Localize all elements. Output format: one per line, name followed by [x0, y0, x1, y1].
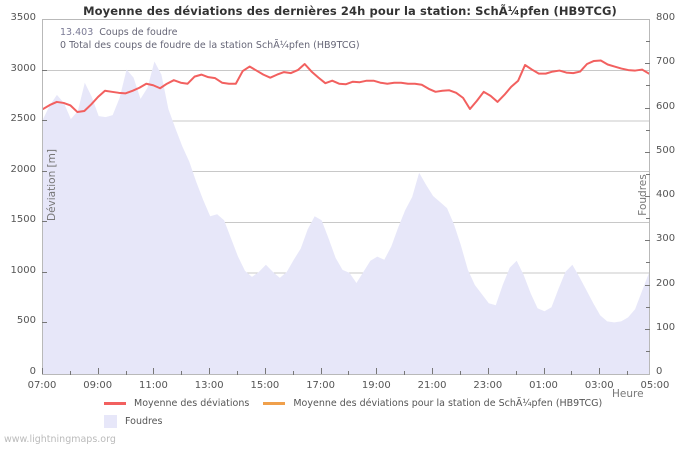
tick-mark — [645, 63, 650, 64]
y-axis-right-tick-label: 500 — [656, 144, 676, 156]
chart-title: Moyenne des déviations des dernières 24h… — [83, 4, 617, 18]
annotation-line-1: 13.403 Coups de foudre — [60, 26, 360, 39]
y-axis-right-tick-label: 200 — [656, 277, 676, 289]
tick-mark — [646, 41, 650, 42]
x-axis-tick-label: 23:00 — [473, 380, 503, 391]
y-axis-left-tick-label: 3000 — [10, 62, 36, 74]
tick-mark — [432, 368, 433, 374]
legend-label: Moyenne des déviations pour la station d… — [293, 398, 603, 409]
y-axis-left-tick-label: 0 — [29, 366, 36, 377]
x-axis-tick-label: 09:00 — [83, 380, 113, 391]
tick-mark — [627, 371, 628, 375]
tick-mark — [265, 368, 266, 374]
y-axis-left-tick-label: 1000 — [10, 264, 36, 276]
legend-line-swatch — [263, 402, 286, 405]
tick-mark — [646, 174, 650, 175]
tick-mark — [646, 307, 650, 308]
tick-mark — [646, 85, 650, 86]
tick-mark — [544, 368, 545, 374]
watermark: www.lightningmaps.org — [4, 434, 116, 445]
tick-mark — [348, 371, 349, 375]
tick-mark — [42, 322, 47, 323]
tick-mark — [42, 368, 43, 374]
y-axis-right-tick-label: 100 — [656, 321, 676, 333]
legend-area-swatch — [104, 415, 117, 428]
tick-mark — [488, 368, 489, 374]
tick-mark — [646, 130, 650, 131]
tick-mark — [42, 171, 47, 172]
y-axis-right-tick-label: 300 — [656, 233, 676, 245]
tick-mark — [237, 371, 238, 375]
x-axis-tick-label: 05:00 — [640, 380, 670, 391]
tick-mark — [645, 108, 650, 109]
x-axis-tick-label: 13:00 — [194, 380, 224, 391]
lightning-count-label: Coups de foudre — [99, 27, 178, 38]
legend-item[interactable]: Moyenne des déviations — [104, 398, 249, 409]
annotation-box: 13.403 Coups de foudre 0 Total des coups… — [60, 26, 360, 52]
y-axis-left-tick-label: 2500 — [10, 113, 36, 125]
tick-mark — [645, 152, 650, 153]
tick-mark — [645, 285, 650, 286]
legend-item[interactable]: Moyenne des déviations pour la station d… — [263, 398, 602, 409]
tick-mark — [126, 371, 127, 375]
y-axis-right-tick-label: 700 — [656, 56, 676, 68]
tick-mark — [293, 371, 294, 375]
tick-mark — [516, 371, 517, 375]
x-axis-label: Heure — [612, 388, 644, 400]
tick-mark — [645, 329, 650, 330]
tick-mark — [460, 371, 461, 375]
tick-mark — [599, 368, 600, 374]
tick-mark — [571, 371, 572, 375]
tick-mark — [646, 262, 650, 263]
tick-mark — [209, 368, 210, 374]
tick-mark — [321, 368, 322, 374]
plot-area — [42, 19, 650, 375]
tick-mark — [98, 368, 99, 374]
tick-mark — [645, 240, 650, 241]
y-axis-right-tick-label: 800 — [656, 12, 676, 23]
deviation-line-series — [43, 59, 649, 114]
annotation-line-2: 0 Total des coups de foudre de la statio… — [60, 40, 360, 51]
x-axis-tick-label: 21:00 — [417, 380, 447, 391]
x-axis-tick-label: 03:00 — [584, 380, 614, 391]
tick-mark — [42, 70, 47, 71]
x-axis-tick-label: 11:00 — [139, 380, 168, 391]
tick-mark — [153, 368, 154, 374]
tick-mark — [404, 371, 405, 375]
x-axis-tick-label: 15:00 — [250, 380, 280, 391]
y-axis-left-tick-label: 3500 — [10, 12, 36, 23]
tick-mark — [42, 120, 47, 121]
tick-mark — [646, 351, 650, 352]
y-axis-left-tick-label: 500 — [16, 315, 36, 327]
legend-label: Foudres — [125, 416, 163, 427]
tick-mark — [70, 371, 71, 375]
tick-mark — [646, 218, 650, 219]
tick-mark — [42, 221, 47, 222]
y-axis-right-tick-label: 400 — [656, 189, 676, 200]
plot-svg — [43, 59, 649, 374]
y-axis-right-tick-label: 600 — [656, 100, 676, 112]
x-axis-tick-label: 19:00 — [361, 380, 391, 391]
tick-mark — [376, 368, 377, 374]
x-axis-tick-label: 07:00 — [27, 380, 57, 391]
x-axis-tick-label: 01:00 — [529, 380, 558, 391]
lightning-area-series — [43, 61, 649, 374]
y-axis-left-tick-label: 2000 — [10, 163, 36, 175]
y-axis-right-tick-label: 0 — [656, 366, 663, 377]
lightning-count-value: 13.403 — [60, 27, 94, 38]
legend-label: Moyenne des déviations — [134, 398, 250, 409]
legend-line-swatch — [104, 402, 126, 405]
tick-mark — [181, 371, 182, 375]
legend-item[interactable]: Foudres — [104, 415, 162, 428]
x-axis-tick-label: 17:00 — [306, 380, 336, 391]
tick-mark — [42, 272, 47, 273]
y-axis-left-tick-label: 1500 — [10, 214, 36, 226]
tick-mark — [645, 196, 650, 197]
